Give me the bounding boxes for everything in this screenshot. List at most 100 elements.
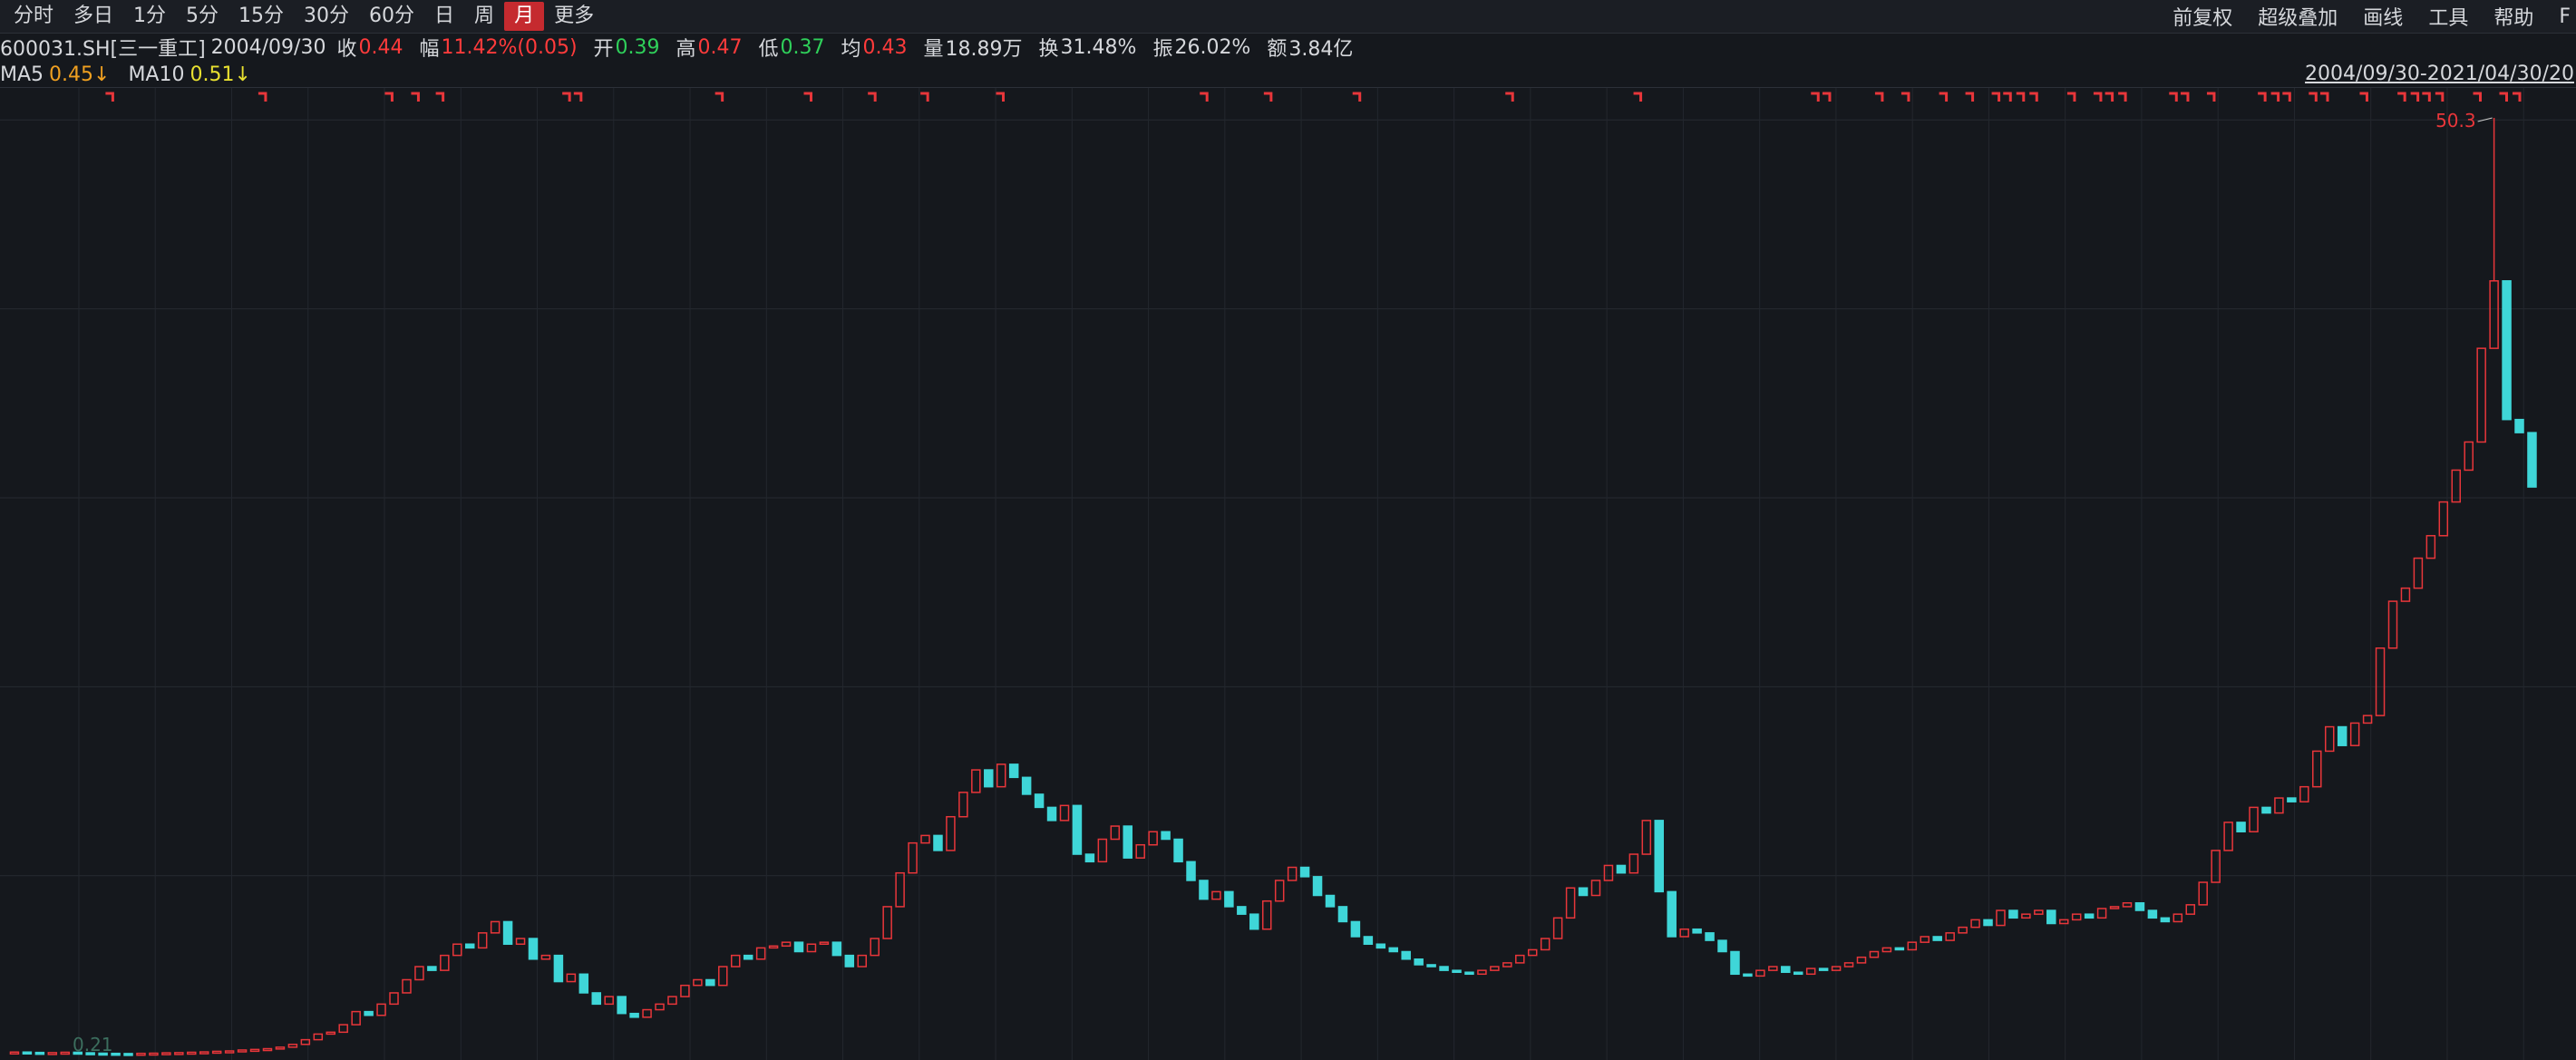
- candle: [793, 941, 804, 953]
- event-flag: [2410, 92, 2420, 102]
- period-tab[interactable]: 1分: [133, 5, 167, 27]
- candle: [275, 1046, 286, 1050]
- candle: [2122, 902, 2133, 908]
- candle: [60, 1051, 71, 1055]
- period-tab[interactable]: 更多: [554, 5, 595, 27]
- candle: [870, 938, 880, 957]
- candle: [1768, 966, 1778, 971]
- candle: [831, 941, 842, 957]
- period-tab[interactable]: 30分: [304, 5, 350, 27]
- period-tab[interactable]: 周: [474, 5, 495, 27]
- candle: [1312, 876, 1323, 897]
- candle: [705, 978, 715, 987]
- candle: [2173, 913, 2183, 923]
- event-flag: [868, 92, 877, 102]
- candle: [1920, 936, 1930, 943]
- candle: [440, 954, 450, 971]
- tool-button[interactable]: 前复权: [2173, 7, 2233, 30]
- tool-button[interactable]: F: [2559, 5, 2571, 28]
- candle: [161, 1052, 171, 1055]
- event-flag: [411, 92, 420, 102]
- period-tab[interactable]: 多日: [73, 5, 114, 27]
- event-flag: [573, 92, 583, 102]
- candle: [857, 954, 868, 968]
- field-label: 均: [841, 38, 861, 61]
- candle: [1490, 966, 1500, 971]
- event-flag: [2435, 92, 2445, 102]
- candle: [2223, 822, 2233, 851]
- candle: [2071, 913, 2082, 921]
- ma-name: MA10: [128, 63, 185, 86]
- candle: [237, 1049, 248, 1053]
- toolbar: 分时 多日 1分 5分 15分 30分 60分日周月更多 前复权 超级叠加 画线 工具 帮助 F: [0, 0, 2576, 34]
- candle: [2261, 806, 2271, 814]
- candle: [642, 1008, 652, 1018]
- period-tabs: 分时 多日 1分 5分 15分 30分 60分日周月更多: [4, 0, 604, 33]
- candle: [2096, 908, 2107, 919]
- candle: [755, 947, 766, 960]
- candle: [680, 984, 690, 997]
- tool-button[interactable]: 工具: [2428, 7, 2469, 30]
- candle: [2249, 806, 2259, 833]
- candle: [1034, 793, 1045, 809]
- chart: 50.3 0.21: [0, 88, 2576, 1060]
- event-flag: [2029, 92, 2038, 102]
- candle: [85, 1052, 95, 1055]
- candle: [326, 1031, 336, 1036]
- period-tab[interactable]: 15分: [238, 5, 285, 27]
- period-tab[interactable]: 月: [504, 2, 545, 31]
- event-flag: [2258, 92, 2267, 102]
- candle: [1375, 943, 1386, 949]
- field-value: 0.37: [780, 35, 825, 59]
- candle: [2236, 822, 2246, 833]
- candle: [73, 1051, 83, 1055]
- candle: [1894, 947, 1905, 951]
- tool-button[interactable]: 超级叠加: [2258, 7, 2338, 30]
- event-flag: [803, 92, 813, 102]
- event-flag: [2270, 92, 2280, 102]
- period-tab[interactable]: 日: [434, 5, 455, 27]
- field-value: 18.89万: [945, 38, 1023, 61]
- event-flag: [435, 92, 445, 102]
- event-flag: [1900, 92, 1910, 102]
- candle: [2527, 432, 2537, 488]
- field-value: 26.02%: [1174, 35, 1251, 59]
- period-tab[interactable]: 5分: [186, 5, 219, 27]
- field-value: 0.43: [862, 35, 908, 59]
- candle: [1186, 861, 1196, 881]
- candle: [1667, 890, 1677, 938]
- candle: [1439, 966, 1449, 971]
- period-tab[interactable]: 分时: [14, 5, 54, 27]
- candle: [2274, 797, 2284, 814]
- candle: [1616, 864, 1627, 874]
- candle: [1578, 887, 1589, 897]
- event-flag: [1991, 92, 2001, 102]
- tool-button[interactable]: 画线: [2363, 7, 2404, 30]
- event-flag: [2003, 92, 2012, 102]
- candle: [414, 966, 424, 981]
- candle: [1805, 968, 1816, 976]
- candle: [22, 1051, 33, 1055]
- candle: [1641, 820, 1652, 855]
- event-flag: [2499, 92, 2508, 102]
- candle: [1046, 806, 1057, 822]
- date: 2004/09/30: [210, 35, 326, 59]
- event-flag: [714, 92, 724, 102]
- candle: [1110, 825, 1121, 841]
- candle: [920, 834, 930, 844]
- field-label: 低: [758, 38, 779, 61]
- candle: [1299, 866, 1310, 878]
- candle: [629, 1012, 639, 1018]
- candle: [1123, 825, 1133, 859]
- candle: [211, 1050, 222, 1055]
- candle: [895, 871, 905, 908]
- tool-button[interactable]: 帮助: [2493, 7, 2534, 30]
- event-flag: [2422, 92, 2431, 102]
- candle: [1337, 906, 1348, 923]
- period-tab[interactable]: 60分: [369, 5, 415, 27]
- candle: [1363, 936, 1374, 945]
- max-arrow: [2477, 117, 2493, 122]
- candle: [2198, 881, 2208, 906]
- candle: [1477, 969, 1487, 976]
- candle: [2387, 600, 2398, 649]
